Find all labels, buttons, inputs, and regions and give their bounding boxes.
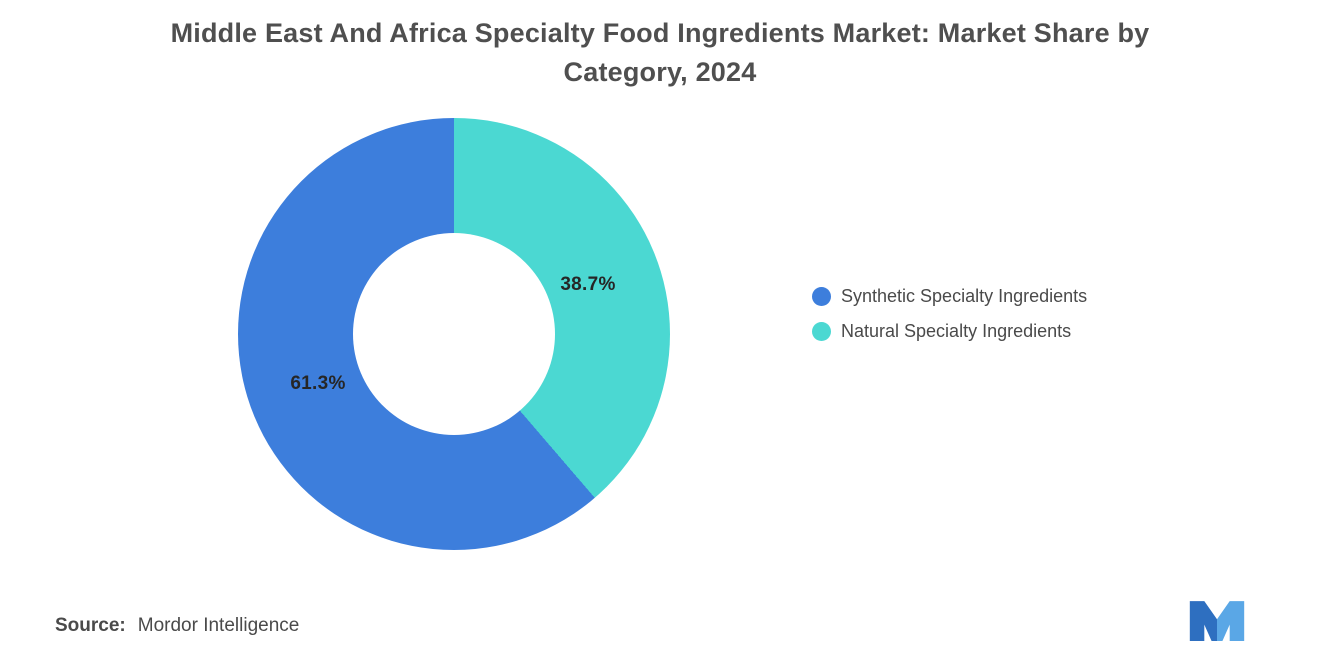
- legend-swatch: [812, 287, 831, 306]
- legend-label: Natural Specialty Ingredients: [841, 321, 1072, 341]
- legend-swatch: [812, 322, 831, 341]
- slice-label-synthetic: 61.3%: [290, 373, 346, 394]
- source-label: Source:: [55, 615, 126, 636]
- donut-hole: [353, 233, 555, 435]
- chart-title-line-2: Category, 2024: [563, 57, 757, 88]
- chart-title: Middle East And Africa Specialty Food In…: [85, 14, 1235, 92]
- legend-item-natural: Natural Specialty Ingredients: [812, 321, 1087, 342]
- legend-item-synthetic: Synthetic Specialty Ingredients: [812, 286, 1087, 307]
- source-value: Mordor Intelligence: [137, 615, 300, 636]
- donut-chart: 38.7% 61.3%: [238, 118, 670, 550]
- source-line: Source: Mordor Intelligence: [55, 615, 299, 637]
- legend-label: Synthetic Specialty Ingredients: [841, 286, 1088, 306]
- slice-label-natural: 38.7%: [560, 274, 616, 295]
- mordor-intelligence-logo: [1189, 601, 1245, 641]
- chart-title-line-1: Middle East And Africa Specialty Food In…: [170, 18, 1150, 48]
- chart-legend: Synthetic Specialty Ingredients Natural …: [812, 286, 1087, 356]
